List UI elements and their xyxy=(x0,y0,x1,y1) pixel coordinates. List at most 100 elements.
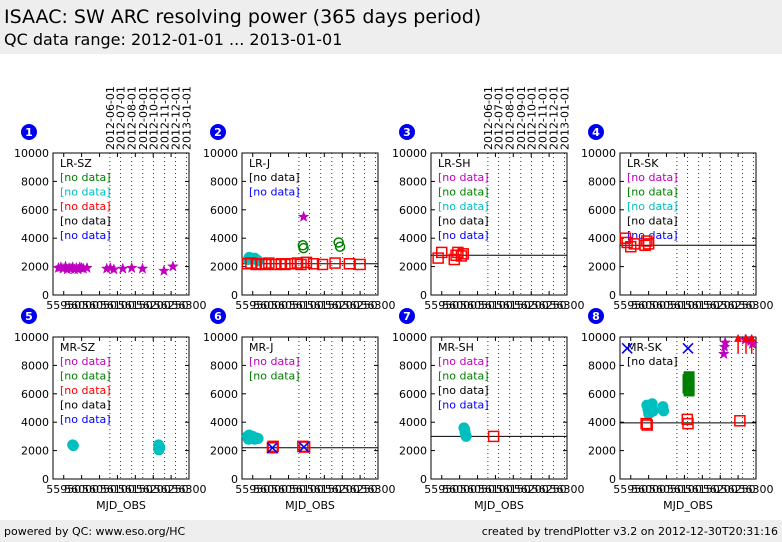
x-tick-label: 56100 xyxy=(667,299,702,312)
panel-label: LR-SH xyxy=(438,157,471,170)
data-point xyxy=(718,340,731,353)
no-data-label: [no data] xyxy=(60,370,111,383)
data-point xyxy=(658,405,670,417)
data-point xyxy=(81,261,93,274)
x-axis-label: MJD_OBS xyxy=(285,499,335,512)
x-tick-label: 56200 xyxy=(136,299,171,312)
x-tick-label: 56000 xyxy=(631,483,666,496)
no-data-label: [no data] xyxy=(627,200,678,213)
x-tick-label: 56050 xyxy=(271,299,306,312)
plot-frame xyxy=(52,336,190,480)
panel-number-badge xyxy=(210,308,226,324)
no-data-label: [no data] xyxy=(60,384,111,397)
y-tick-label: 2000 xyxy=(588,261,616,274)
panel-number-badge xyxy=(210,124,226,140)
x-tick-label: 56300 xyxy=(739,483,774,496)
panel-number: 6 xyxy=(214,310,222,323)
x-tick-label: 56100 xyxy=(667,483,702,496)
panel-number-badge xyxy=(399,308,415,324)
panel-number-badge xyxy=(588,124,604,140)
x-tick-label: 56300 xyxy=(172,483,207,496)
chart-7: 7020004000600080001000055950560005605056… xyxy=(392,308,585,512)
data-point xyxy=(157,264,170,276)
no-data-label: [no data] xyxy=(438,229,489,242)
date-label: 2012-06-01 xyxy=(104,86,117,150)
data-point xyxy=(741,333,750,342)
x-tick-label: 56050 xyxy=(271,483,306,496)
x-tick-label: 56150 xyxy=(685,299,720,312)
y-tick-label: 2000 xyxy=(399,445,427,458)
date-label: 2012-09-01 xyxy=(515,86,528,150)
footer-created: created by trendPlotter v3.2 on 2012-12-… xyxy=(481,525,778,538)
y-tick-label: 2000 xyxy=(399,261,427,274)
y-tick-label: 10000 xyxy=(14,147,49,160)
y-tick-label: 6000 xyxy=(399,388,427,401)
date-label: 2012-11-01 xyxy=(159,86,172,150)
y-tick-label: 8000 xyxy=(210,175,238,188)
x-tick-label: 56150 xyxy=(496,299,531,312)
no-data-label: [no data] xyxy=(438,200,489,213)
y-tick-label: 6000 xyxy=(588,388,616,401)
x-tick-label: 56000 xyxy=(64,299,99,312)
date-label: 2012-06-01 xyxy=(482,86,495,150)
data-point xyxy=(153,444,165,456)
x-tick-label: 56000 xyxy=(253,483,288,496)
x-tick-label: 56100 xyxy=(478,483,513,496)
panel-number-badge xyxy=(588,308,604,324)
panel-number-badge xyxy=(21,308,37,324)
plot-grid: 1020004000600080001000055950560005605056… xyxy=(14,86,774,512)
no-data-label: [no data] xyxy=(627,355,678,368)
y-tick-label: 0 xyxy=(420,473,427,486)
chart-3: 3020004000600080001000055950560005605056… xyxy=(392,86,585,312)
panel-number-badge xyxy=(399,124,415,140)
y-tick-label: 4000 xyxy=(399,416,427,429)
x-tick-label: 55950 xyxy=(613,483,648,496)
date-label: 2012-12-01 xyxy=(169,86,182,150)
y-tick-label: 0 xyxy=(609,473,616,486)
y-tick-label: 8000 xyxy=(210,359,238,372)
y-tick-label: 8000 xyxy=(588,359,616,372)
y-tick-label: 2000 xyxy=(21,261,49,274)
page-subtitle: QC data range: 2012-01-01 ... 2013-01-01 xyxy=(4,30,343,49)
y-tick-label: 10000 xyxy=(581,331,616,344)
x-tick-label: 56050 xyxy=(649,299,684,312)
chart-2: 2020004000600080001000055950560005605056… xyxy=(203,124,396,312)
data-point xyxy=(333,237,344,248)
no-data-label: [no data] xyxy=(438,171,489,184)
x-tick-label: 56100 xyxy=(478,299,513,312)
data-point xyxy=(116,262,129,274)
y-tick-label: 0 xyxy=(42,289,49,302)
y-tick-label: 4000 xyxy=(399,232,427,245)
panel-label: MR-SK xyxy=(627,341,663,354)
y-tick-label: 8000 xyxy=(399,175,427,188)
chart-5: 5020004000600080001000055950560005605056… xyxy=(14,308,207,512)
y-tick-label: 6000 xyxy=(210,388,238,401)
panel-label: MR-J xyxy=(249,341,274,354)
no-data-label: [no data] xyxy=(627,171,678,184)
x-tick-label: 56300 xyxy=(550,483,585,496)
no-data-label: [no data] xyxy=(438,384,489,397)
x-tick-label: 56000 xyxy=(253,299,288,312)
header-bar: ISAAC: SW ARC resolving power (365 days … xyxy=(0,0,782,54)
x-axis-label: MJD_OBS xyxy=(474,499,524,512)
y-tick-label: 0 xyxy=(42,473,49,486)
date-label: 2012-10-01 xyxy=(526,86,539,150)
data-point xyxy=(125,261,138,274)
y-tick-label: 4000 xyxy=(21,232,49,245)
panel-label: LR-SK xyxy=(627,157,659,170)
no-data-label: [no data] xyxy=(249,355,300,368)
data-point xyxy=(747,333,756,342)
data-point xyxy=(641,235,653,247)
data-point xyxy=(624,240,637,253)
x-tick-label: 56100 xyxy=(100,299,135,312)
no-data-label: [no data] xyxy=(60,186,111,199)
x-tick-label: 56250 xyxy=(154,483,189,496)
y-tick-label: 2000 xyxy=(210,445,238,458)
data-point xyxy=(682,342,694,354)
x-tick-label: 55950 xyxy=(235,299,270,312)
x-tick-label: 56050 xyxy=(82,299,117,312)
x-tick-label: 55950 xyxy=(424,483,459,496)
no-data-label: [no data] xyxy=(627,215,678,228)
panel-number: 4 xyxy=(592,126,600,139)
date-label: 2013-01-01 xyxy=(180,86,193,150)
